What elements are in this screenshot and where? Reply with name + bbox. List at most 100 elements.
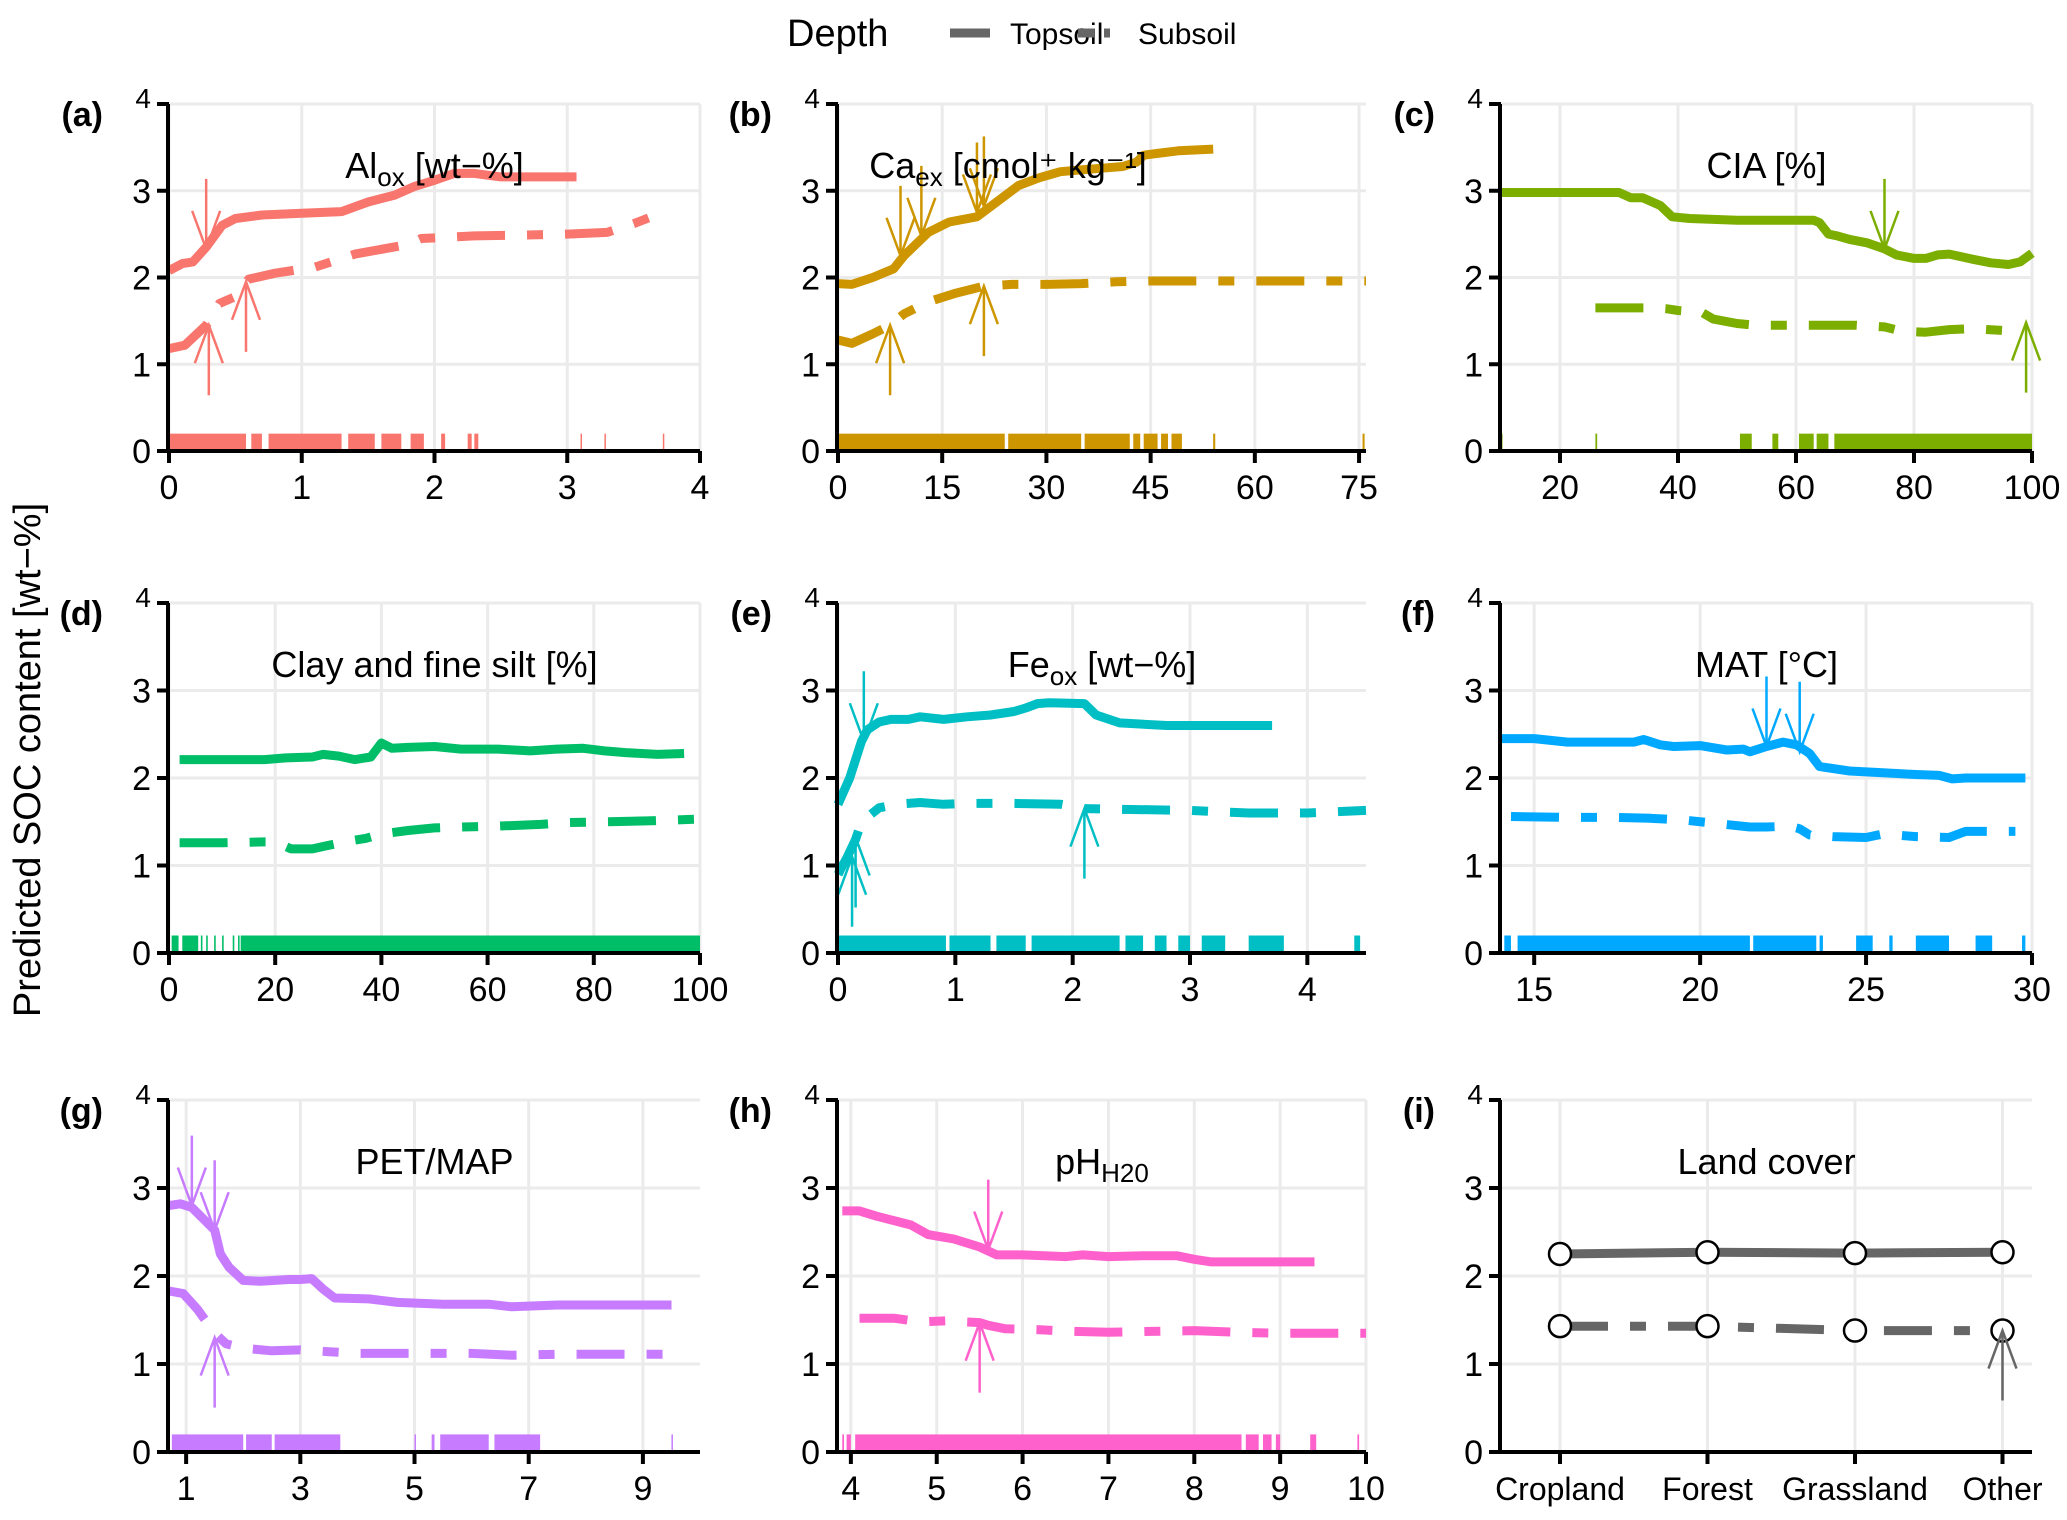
y-axis-label: Predicted SOC content [wt−%] (7, 503, 49, 1017)
y-tick-label: 3 (1464, 173, 1483, 211)
data-point (1547, 1241, 1573, 1267)
x-tick-label: 6 (1013, 1470, 1032, 1508)
threshold-arrow-down (906, 165, 937, 240)
panel-title: PET/MAP (355, 1141, 513, 1182)
y-tick-label: 0 (1464, 935, 1483, 973)
rug-mark (268, 433, 342, 451)
series-line-topsoil (168, 1199, 672, 1312)
rug-mark (494, 1434, 541, 1452)
rug-mark (1753, 935, 1817, 953)
x-tick-label: 100 (672, 971, 729, 1009)
x-tick-label: 3 (1181, 971, 1200, 1009)
threshold-arrow-up (1987, 1326, 2018, 1401)
panel-title-unit: [wt−%] (405, 145, 524, 186)
arrow-head (968, 282, 1000, 325)
rug-mark (441, 433, 446, 451)
rug-mark (1125, 935, 1144, 953)
x-tick-label: 2 (1063, 971, 1082, 1009)
threshold-arrow-up (1069, 805, 1100, 879)
x-tick-label: 80 (575, 971, 613, 1009)
arrow-head (1784, 713, 1815, 756)
y-tick-label: 2 (132, 1258, 151, 1296)
x-tick-label: 60 (1777, 469, 1815, 507)
rug-mark (1201, 935, 1226, 953)
x-tick-label: 1 (177, 1470, 196, 1508)
threshold-arrow-up (874, 321, 906, 396)
x-tick-label: 0 (829, 971, 848, 1009)
series-line-subsoil (179, 814, 701, 854)
x-tick-label: Forest (1662, 1471, 1753, 1507)
y-tick-label: 4 (1467, 1079, 1483, 1110)
arrow-head (1751, 708, 1782, 751)
panel-title: Land cover (1677, 1141, 1855, 1182)
rug-mark (1816, 433, 1829, 451)
rug-mark (1275, 1434, 1281, 1452)
threshold-arrow-up (840, 833, 871, 908)
rug-mark (251, 433, 262, 451)
x-tick-label: 20 (1681, 971, 1719, 1009)
x-tick-label: 20 (256, 971, 294, 1009)
threshold-arrow-up (836, 853, 868, 927)
panel-title: Feox [wt−%] (1008, 644, 1197, 691)
x-tick-label: 15 (923, 469, 961, 507)
x-tick-label: Other (1962, 1471, 2042, 1507)
x-tick-label: 7 (1099, 1470, 1118, 1508)
rug-mark (1504, 935, 1511, 953)
series-line-subsoil (1560, 1321, 2003, 1336)
arrow-head (840, 833, 871, 876)
arrow-head (190, 210, 222, 253)
panel-title-subscript: H20 (1101, 1158, 1149, 1188)
arrow-head (961, 174, 993, 217)
panel-label: (b) (729, 96, 772, 134)
rug-mark (855, 1434, 1242, 1452)
rug-mark (604, 433, 606, 451)
threshold-arrow-down (176, 1135, 208, 1210)
arrow-head (199, 1191, 230, 1234)
panel-title-main: Ca (869, 145, 916, 186)
x-tick-label: Grassland (1782, 1471, 1928, 1507)
rug-mark (1834, 433, 2032, 451)
data-point (1842, 1318, 1868, 1343)
x-tick-label: 45 (1132, 469, 1170, 507)
y-tick-label: 3 (132, 1170, 151, 1208)
y-tick-label: 1 (132, 848, 151, 886)
rug-mark (1133, 433, 1141, 451)
rug-mark (1310, 1434, 1317, 1452)
panel-label: (a) (61, 96, 103, 134)
y-tick-label: 0 (1464, 433, 1483, 471)
y-tick-label: 2 (801, 1258, 820, 1296)
y-tick-label: 1 (1464, 346, 1483, 384)
x-tick-label: 4 (1298, 971, 1317, 1009)
x-tick-label: 8 (1185, 1470, 1204, 1508)
legend-label-subsoil: Subsoil (1138, 18, 1236, 51)
panel-title-unit: [°C] (1768, 644, 1838, 685)
rug-mark (467, 433, 472, 451)
rug-mark (1171, 433, 1182, 451)
panel-i: 0 1 2 3 4 Cropland Forest Grassland Other (i) Land… (1403, 1079, 2043, 1507)
y-tick-label: 2 (1464, 1258, 1483, 1296)
rug-mark (232, 935, 235, 953)
panel-title-main: PET/MAP (355, 1141, 513, 1182)
x-tick-label: 40 (362, 971, 400, 1009)
rug-mark (838, 935, 946, 953)
rug-mark (996, 935, 1026, 953)
panel-title-main: Clay and fine silt (271, 644, 535, 685)
y-tick-label: 3 (801, 173, 820, 211)
panel-title-main: pH (1055, 1141, 1101, 1182)
x-tick-label: 100 (2004, 469, 2061, 507)
y-tick-label: 0 (132, 935, 151, 973)
y-tick-label: 0 (132, 433, 151, 471)
arrow-head (230, 278, 262, 321)
panel-e: 0 1 2 3 4 0 1 2 3 4 (e) Feox [wt−%] (730, 582, 1367, 1009)
threshold-arrow-down (885, 185, 916, 260)
arrow-head (1869, 210, 1900, 253)
y-tick-label: 0 (801, 1434, 820, 1472)
rug-mark (182, 935, 199, 953)
threshold-arrow-up (230, 278, 262, 352)
series-line-topsoil (837, 144, 1214, 289)
panel-label: (i) (1403, 1092, 1435, 1130)
x-tick-label: 0 (160, 469, 179, 507)
rug-mark (171, 935, 179, 953)
rug-mark (1248, 935, 1284, 953)
